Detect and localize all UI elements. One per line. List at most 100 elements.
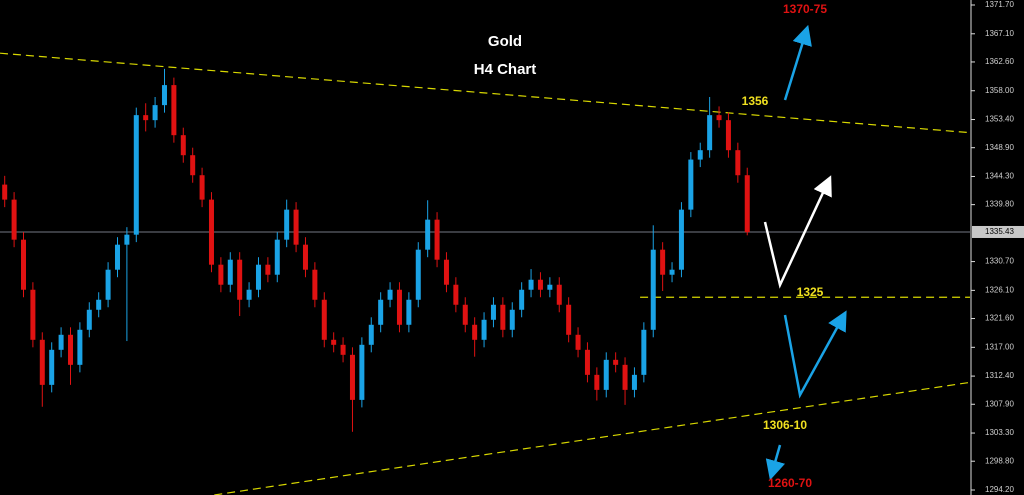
y-tick-label: 1312.40 (985, 371, 1014, 380)
candle-body (331, 339, 337, 345)
candle-body (105, 269, 111, 300)
candle-body (453, 284, 459, 305)
candle-body (387, 289, 393, 300)
arrow (763, 175, 832, 289)
candle-body (49, 349, 55, 385)
candle-body (58, 334, 64, 350)
candle-body (359, 344, 365, 400)
candle-body (490, 304, 496, 320)
candle-body (67, 334, 73, 365)
candle-body (519, 289, 525, 310)
arrow (783, 24, 812, 101)
arrow (783, 310, 847, 399)
candle-body (77, 329, 83, 365)
candle-body (124, 234, 130, 245)
candle-body (735, 150, 741, 176)
candle-body (566, 304, 572, 335)
candle-body (20, 239, 26, 290)
y-tick-label: 1294.20 (985, 485, 1014, 494)
candle-body (509, 309, 515, 330)
y-tick-label: 1330.70 (985, 257, 1014, 266)
candle-body (114, 244, 120, 270)
candle-body (349, 354, 355, 400)
candle-body (660, 249, 666, 275)
candle-body (96, 299, 102, 310)
candle-body (152, 105, 158, 121)
candle-body (688, 159, 694, 210)
candle-body (227, 259, 233, 285)
candle-body (274, 239, 280, 275)
candle-body (443, 259, 449, 285)
price-tag-label: 1335.43 (985, 227, 1014, 236)
candle-body (622, 364, 628, 390)
y-tick-label: 1344.30 (985, 172, 1014, 181)
candle-body (603, 359, 609, 390)
candle-body (744, 175, 750, 233)
y-tick-label: 1358.00 (985, 86, 1014, 95)
candle-body (650, 249, 656, 330)
candle-body (180, 135, 186, 156)
annotation: 1370-75 (783, 2, 827, 16)
y-tick-label: 1303.30 (985, 428, 1014, 437)
candle-body (613, 359, 619, 365)
y-tick-label: 1367.10 (985, 29, 1014, 38)
annotation: 1306-10 (763, 418, 807, 432)
candle-body (321, 299, 327, 340)
candle-body (218, 264, 224, 285)
candle-body (575, 334, 581, 350)
candle-body (265, 264, 271, 275)
candle-body (707, 115, 713, 151)
chart-title: Gold (488, 33, 522, 50)
plot-area (0, 52, 971, 495)
candle-body (368, 324, 374, 345)
candle-body (547, 284, 553, 290)
candle-body (312, 269, 318, 300)
y-tick-label: 1339.80 (985, 200, 1014, 209)
price-tag (972, 225, 1024, 238)
candle-body (246, 289, 252, 300)
candle-body (415, 249, 421, 300)
y-tick-label: 1371.70 (985, 0, 1014, 9)
trendline (0, 52, 971, 134)
candle-body (481, 319, 487, 340)
y-tick-label: 1353.40 (985, 115, 1014, 124)
annotation: 1356 (742, 94, 769, 108)
trendline (214, 381, 971, 495)
candle-body (199, 175, 205, 200)
candle-body (396, 289, 402, 325)
y-tick-label: 1321.60 (985, 314, 1014, 323)
candle-body (340, 344, 346, 355)
candle-body (641, 329, 647, 375)
candle-body (472, 324, 478, 340)
candle-body (378, 299, 384, 325)
candle-body (678, 209, 684, 270)
candle-body (2, 184, 8, 200)
candle-body (161, 85, 167, 106)
candle-body (133, 115, 139, 235)
candle-body (284, 209, 290, 240)
y-tick-label: 1326.10 (985, 285, 1014, 294)
annotation: 1260-70 (768, 476, 812, 490)
candle-body (11, 199, 17, 240)
candle-body (30, 289, 36, 340)
candle-body (697, 150, 703, 160)
arrow (765, 444, 786, 481)
candle-body (406, 299, 412, 325)
y-tick-label: 1307.90 (985, 399, 1014, 408)
candle-body (143, 115, 149, 121)
candle-body (462, 304, 468, 325)
candle-body (584, 349, 590, 375)
candle-body (190, 155, 196, 176)
candle-body (255, 264, 261, 290)
candle-body (500, 304, 506, 330)
candle-body (425, 219, 431, 250)
candle-body (537, 279, 543, 290)
candle-body (556, 284, 562, 305)
candle-body (725, 120, 731, 151)
candle-body (237, 259, 243, 300)
candle-body (171, 85, 177, 136)
candle-body (716, 115, 722, 121)
